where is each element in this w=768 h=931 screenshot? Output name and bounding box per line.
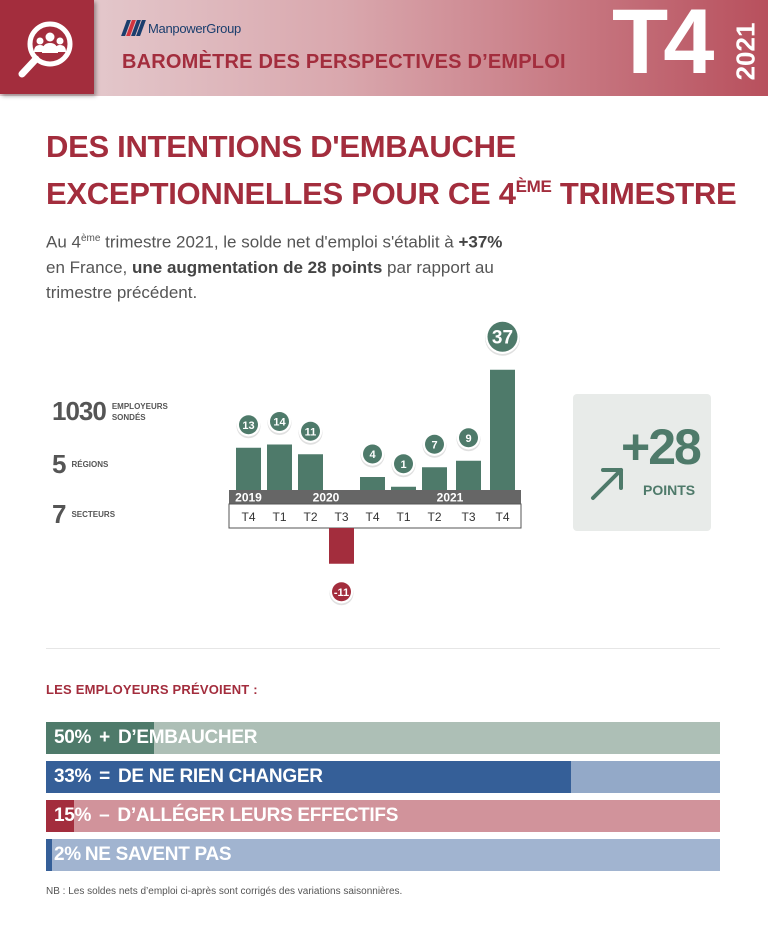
quarter-label: T4	[612, 0, 714, 93]
title-line-1: DES INTENTIONS D'EMBAUCHE	[46, 129, 517, 164]
brand-logo: ManpowerGroup	[121, 20, 241, 36]
data-label-bubble	[487, 321, 518, 352]
year-label: 2020	[313, 491, 340, 505]
data-label: 14	[273, 417, 286, 429]
change-value: +28	[621, 419, 702, 475]
plan-bar-fill	[46, 800, 74, 832]
data-label: 4	[369, 449, 376, 461]
data-label: 1	[400, 459, 406, 471]
bar	[391, 486, 416, 490]
data-label-bubble	[425, 434, 444, 454]
plan-label: 33% = DE NE RIEN CHANGER	[54, 766, 323, 787]
data-label: 7	[431, 439, 437, 451]
plan-bar-fill	[46, 722, 154, 754]
bar	[490, 369, 515, 490]
x-tick-label: T2	[427, 510, 441, 524]
people-magnifier-icon	[18, 21, 73, 78]
header-banner: ManpowerGroup BAROMÈTRE DES PERSPECTIVES…	[0, 0, 768, 96]
bar	[329, 528, 354, 564]
data-label: 37	[492, 327, 513, 348]
stat-sectors: 7 SECTEURS	[52, 499, 116, 529]
brand-name: ManpowerGroup	[148, 20, 241, 36]
title-line-2: EXCEPTIONNELLES POUR CE 4ÈME TRIMESTRE	[46, 176, 737, 211]
barometer-title: BAROMÈTRE DES PERSPECTIVES D’EMPLOI	[122, 51, 566, 73]
quarter-row	[228, 503, 522, 529]
year-strip	[229, 490, 521, 504]
data-label-bubble	[239, 415, 258, 435]
data-label-bubble	[394, 454, 413, 474]
x-tick-label: T2	[303, 510, 317, 524]
year-label: 2019	[235, 491, 262, 505]
plans-title: LES EMPLOYEURS PRÉVOIENT :	[46, 682, 258, 697]
plan-row: 33% = DE NE RIEN CHANGER	[46, 761, 720, 793]
bar	[267, 444, 292, 490]
bar	[236, 447, 261, 490]
data-label: 13	[242, 420, 254, 432]
logo-box	[0, 0, 94, 94]
x-tick-label: T1	[396, 510, 410, 524]
x-tick-label: T4	[365, 510, 379, 524]
plan-row: 15% – D’ALLÉGER LEURS EFFECTIFS	[46, 800, 720, 832]
bar	[456, 460, 481, 490]
stat-employers: 1030 EMPLOYEURS SONDÉS	[52, 396, 168, 426]
x-tick-label: T1	[272, 510, 286, 524]
bar	[422, 467, 447, 490]
arrow-up-right-icon	[591, 468, 623, 500]
page-title: DES INTENTIONS D'EMBAUCHE EXCEPTIONNELLE…	[46, 127, 746, 214]
bar	[298, 454, 323, 490]
x-tick-label: T3	[461, 510, 475, 524]
intro-paragraph: Au 4ème trimestre 2021, le solde net d'e…	[46, 232, 503, 302]
plan-label: 2% NE SAVENT PAS	[54, 844, 232, 865]
data-label-bubble	[332, 582, 351, 602]
change-box: +28 POINTS	[573, 394, 711, 531]
data-label-bubble	[270, 412, 289, 431]
data-label-bubble	[301, 421, 320, 441]
plan-row: 50% + D’EMBAUCHER	[46, 722, 720, 754]
data-label: 11	[305, 426, 317, 438]
data-label-bubble	[363, 444, 382, 464]
data-label: 9	[465, 433, 471, 445]
bar	[360, 477, 385, 490]
section-divider	[46, 648, 720, 649]
x-tick-label: T4	[241, 510, 255, 524]
plan-bar-fill	[46, 761, 571, 793]
footnote: NB : Les soldes nets d’emploi ci-après s…	[46, 886, 403, 897]
stat-regions: 5 RÉGIONS	[52, 449, 109, 479]
data-label: -11	[334, 587, 349, 599]
data-label-bubble	[459, 428, 478, 448]
change-label: POINTS	[643, 482, 696, 498]
year-label: 2021	[437, 491, 464, 505]
plan-bar-fill	[46, 839, 52, 871]
plan-row: 2% NE SAVENT PAS	[46, 839, 720, 871]
plan-label: 15% – D’ALLÉGER LEURS EFFECTIFS	[54, 805, 399, 826]
x-tick-label: T4	[495, 510, 509, 524]
x-tick-label: T3	[334, 510, 348, 524]
plan-label: 50% + D’EMBAUCHER	[54, 727, 258, 748]
